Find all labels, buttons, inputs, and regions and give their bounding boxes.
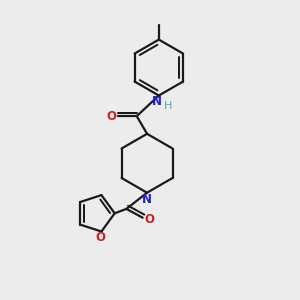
Text: O: O: [144, 213, 154, 226]
Text: H: H: [164, 101, 172, 111]
Text: O: O: [106, 110, 116, 123]
Text: N: N: [142, 193, 152, 206]
Text: O: O: [95, 232, 105, 244]
Text: N: N: [152, 95, 162, 108]
